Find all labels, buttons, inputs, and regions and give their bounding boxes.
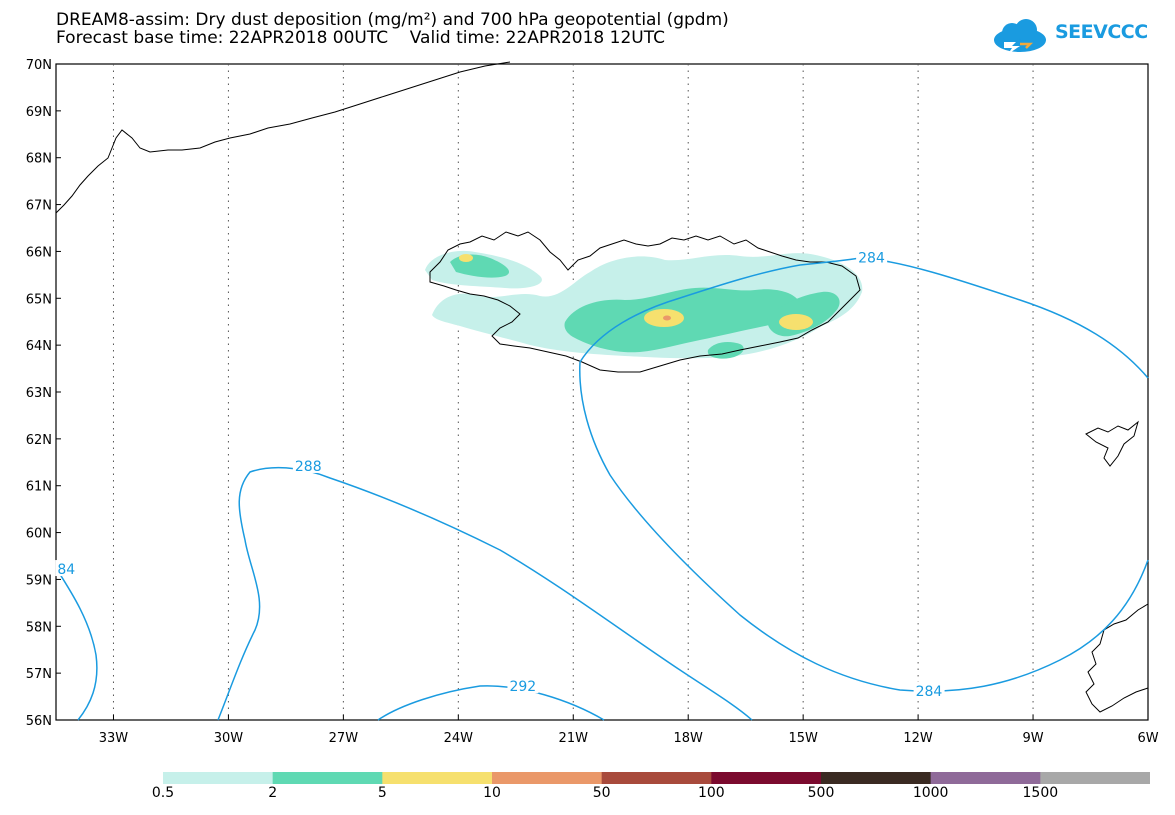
lat-label: 65N (26, 292, 52, 307)
lat-label: 56N (26, 714, 52, 729)
lat-label: 60N (26, 527, 52, 542)
lat-label: 61N (26, 480, 52, 495)
contour-labels: 284 288 292 284 84 (55, 248, 945, 700)
lon-label: 21W (559, 731, 589, 746)
contour-label: 288 (295, 459, 322, 475)
legend-label: 500 (807, 785, 835, 801)
contour-label: 292 (509, 679, 536, 695)
legend-label: 50 (592, 785, 611, 801)
geopotential-contours (55, 257, 1149, 721)
map-title: DREAM8-assim: Dry dust deposition (mg/m²… (56, 10, 729, 30)
lat-label: 58N (26, 620, 52, 635)
lon-label: 33W (99, 731, 129, 746)
legend-swatch (601, 772, 712, 784)
contour-label-bg (913, 681, 945, 698)
coast-greenland (55, 61, 511, 214)
map-frame (55, 63, 1149, 721)
gridlines (56, 63, 1149, 721)
dust-core-5-e (779, 314, 813, 330)
contour-label: 84 (57, 562, 75, 578)
legend-swatch (382, 772, 493, 784)
lat-label: 59N (26, 573, 52, 588)
contour-label: 284 (916, 684, 943, 700)
contour-label-bg (507, 677, 539, 694)
coast-faroe (1085, 420, 1139, 467)
lat-label: 66N (26, 245, 52, 260)
contour-284-north (579, 361, 1149, 692)
contour-label-bg (55, 560, 78, 577)
map-subtitle: Forecast base time: 22APR2018 00UTC Vali… (56, 28, 665, 48)
lon-label: 30W (214, 731, 244, 746)
logo-text: SEEVCCC (1055, 21, 1148, 43)
legend-label: 100 (697, 785, 725, 801)
lon-label: 18W (674, 731, 704, 746)
legend-swatch (492, 772, 603, 784)
lon-label: 15W (788, 731, 818, 746)
coast-iceland (429, 231, 861, 373)
cloud-icon (994, 19, 1046, 54)
contour-label: 284 (858, 250, 885, 266)
legend-swatch (711, 772, 822, 784)
lat-label: 63N (26, 386, 52, 401)
legend-label: 0.5 (151, 785, 175, 801)
dust-deposition-field (425, 250, 863, 359)
legend-swatch (930, 772, 1041, 784)
axis-labels: 70N 69N 68N 67N 66N 65N 64N 63N 62N 61N 60N 59N 58N 5… (26, 58, 1159, 746)
contour-284-ice (579, 257, 1149, 379)
legend-label: 1500 (1022, 785, 1059, 801)
lon-label: 9W (1022, 731, 1043, 746)
legend-label: 2 (268, 785, 278, 801)
legend-swatch (1040, 772, 1150, 784)
legend-swatch (821, 772, 932, 784)
lon-label: 24W (444, 731, 474, 746)
lat-label: 69N (26, 105, 52, 120)
lon-label: 12W (903, 731, 933, 746)
legend-label: 1000 (912, 785, 949, 801)
legend-label: 5 (377, 785, 387, 801)
coast-scotland (1085, 603, 1149, 713)
legend-swatch (272, 772, 383, 784)
lat-label: 67N (26, 199, 52, 214)
seevccc-logo (994, 19, 1046, 54)
dust-core-10 (663, 315, 671, 321)
contour-288 (217, 466, 753, 721)
legend-label: 10 (483, 785, 501, 801)
contour-label-bg (292, 456, 324, 473)
contour-292 (377, 685, 605, 721)
lat-label: 64N (26, 339, 52, 354)
lat-label: 57N (26, 667, 52, 682)
lat-label: 68N (26, 152, 52, 167)
contour-284-west (55, 567, 98, 721)
lon-label: 27W (329, 731, 359, 746)
lat-label: 62N (26, 433, 52, 448)
lon-label: 6W (1137, 731, 1158, 746)
legend-colorbar (163, 772, 1150, 784)
coastlines (55, 61, 1149, 713)
legend-swatch (163, 772, 274, 784)
dust-core-5-nw (459, 254, 473, 262)
contour-label-bg (856, 248, 888, 265)
lat-label: 70N (26, 58, 52, 73)
